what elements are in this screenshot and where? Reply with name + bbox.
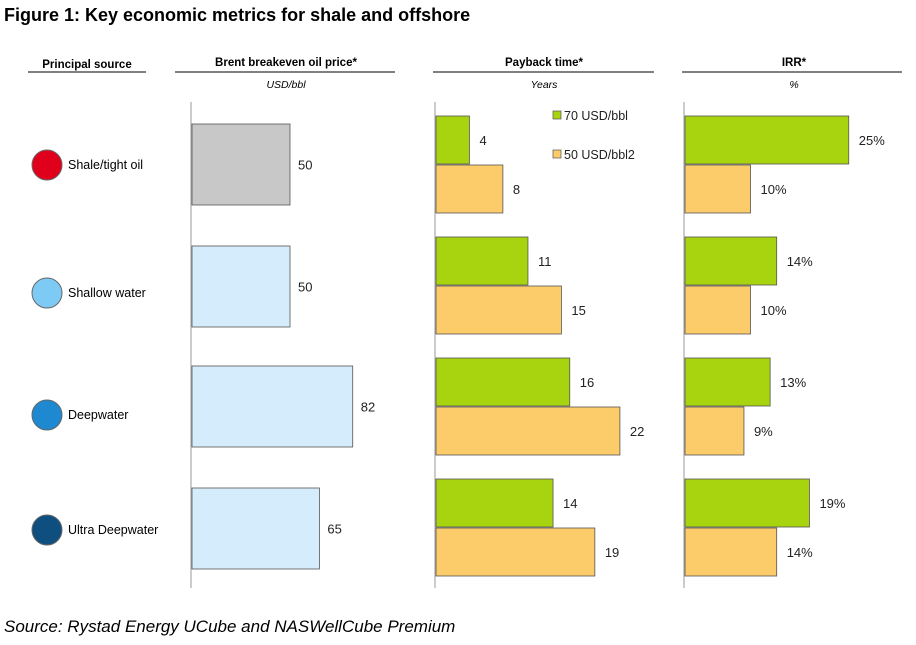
irr-bar-70 [684,115,850,165]
irr-bar-70 [684,236,778,286]
payback-value-label: 15 [571,303,585,318]
legend-swatch-50 [552,149,562,159]
payback-value-label: 16 [580,375,594,390]
payback-bar-70 [435,115,470,165]
irr-bar-50 [684,406,745,456]
source-note: Source: Rystad Energy UCube and NASWellC… [4,617,455,636]
payback-unit: Years [531,79,559,91]
payback-value-label: 11 [538,254,552,269]
row-label-shale: Shale/tight oil [68,158,143,172]
breakeven-bar [191,123,291,206]
principal-source-header: Principal source [42,59,131,71]
irr-value-label: 14% [787,254,813,269]
irr-header: IRR* [782,57,807,69]
breakeven-unit: USD/bbl [266,79,306,91]
payback-bar-70 [435,357,571,407]
irr-value-label: 10% [761,182,787,197]
payback-value-label: 19 [605,545,619,560]
legend-label-50: 50 USD/bbl2 [564,148,635,162]
legend-swatch-70 [552,110,562,120]
irr-value-label: 19% [819,496,845,511]
payback-value-label: 14 [563,496,577,511]
irr-bar-70 [684,478,810,528]
irr-value-label: 25% [859,133,885,148]
payback-header: Payback time* [505,57,584,69]
breakeven-bar [191,487,320,570]
irr-bar-50 [684,527,778,577]
payback-bar-50 [435,164,504,214]
payback-value-label: 22 [630,424,644,439]
payback-value-label: 4 [479,133,486,148]
breakeven-value-label: 82 [361,400,375,415]
row-label-ultra-deepwater: Ultra Deepwater [68,523,158,537]
legend-label-70: 70 USD/bbl [564,109,628,123]
irr-bar-70 [684,357,771,407]
irr-value-label: 9% [754,424,773,439]
payback-bar-70 [435,478,554,528]
irr-bar-50 [684,285,751,335]
shale-marker-icon [31,149,63,181]
shallow-water-marker-icon [31,277,63,309]
deepwater-marker-icon [31,399,63,431]
bar-layer: 50 50 82 65 4 11 16 14 8 15 22 19 25% 14% 13% 19% 10% 10%… [191,115,885,577]
payback-bar-50 [435,285,562,335]
breakeven-bar [191,365,354,448]
breakeven-value-label: 50 [298,280,312,295]
ultra-deepwater-marker-icon [31,514,63,546]
irr-value-label: 10% [761,303,787,318]
irr-value-label: 13% [780,375,806,390]
breakeven-value-label: 65 [327,522,341,537]
irr-unit: % [789,79,798,91]
breakeven-header: Brent breakeven oil price* [215,57,357,69]
irr-bar-50 [684,164,751,214]
row-label-shallow: Shallow water [68,286,146,300]
breakeven-bar [191,245,291,328]
payback-bar-50 [435,406,621,456]
breakeven-value-label: 50 [298,158,312,173]
payback-bar-50 [435,527,596,577]
irr-value-label: 14% [787,545,813,560]
payback-value-label: 8 [513,182,520,197]
row-label-deepwater: Deepwater [68,408,128,422]
figure-title: Figure 1: Key economic metrics for shale… [4,5,470,25]
payback-bar-70 [435,236,529,286]
